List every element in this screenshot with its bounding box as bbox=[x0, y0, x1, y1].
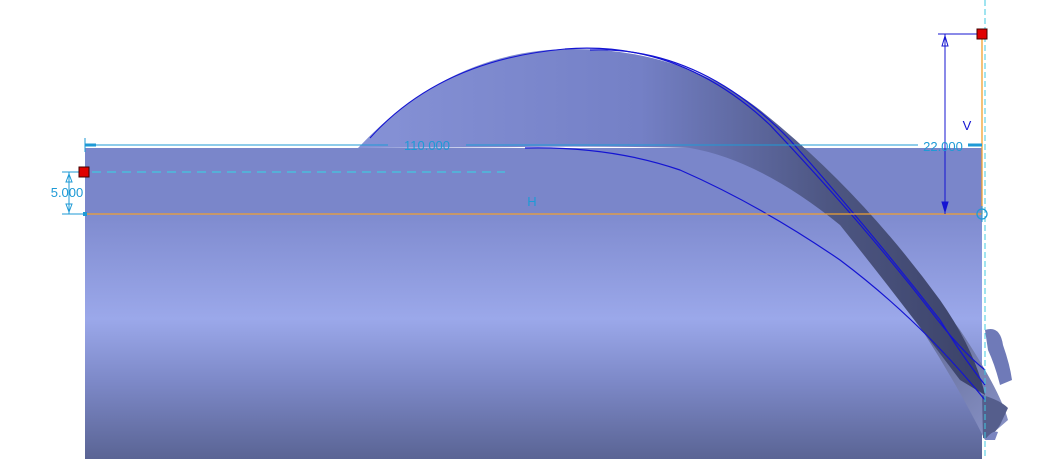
drag-handle-left[interactable] bbox=[78, 166, 90, 178]
drag-handle-top-right[interactable] bbox=[976, 28, 988, 40]
sketch-curve-helix-b bbox=[589, 49, 986, 386]
endpoint-marker-left[interactable] bbox=[83, 212, 87, 216]
helical-blade bbox=[358, 48, 985, 395]
vertical-constraint-label[interactable]: V bbox=[963, 118, 972, 133]
dimension-offset-value[interactable]: 5.000 bbox=[51, 185, 84, 200]
blade-tip-fragment bbox=[985, 431, 998, 440]
dimension-horizontal-value[interactable]: 110.000 bbox=[404, 138, 450, 153]
sketch-curve-outer bbox=[524, 147, 986, 401]
blade-flank bbox=[640, 60, 1008, 440]
blade-tip-fragment bbox=[985, 329, 1012, 385]
dimension-vertical-value[interactable]: 22.000 bbox=[923, 139, 963, 154]
dimension-arrow-down bbox=[941, 201, 949, 214]
dimension-arrow-offset-bottom bbox=[65, 203, 73, 214]
blade-tip-fragment bbox=[982, 395, 1008, 439]
dimension-arrow-up bbox=[941, 34, 949, 47]
horizontal-constraint-label[interactable]: H bbox=[527, 194, 536, 209]
dimension-arrow-offset-top bbox=[65, 172, 73, 183]
sketch-curve-left-arc bbox=[369, 48, 566, 139]
